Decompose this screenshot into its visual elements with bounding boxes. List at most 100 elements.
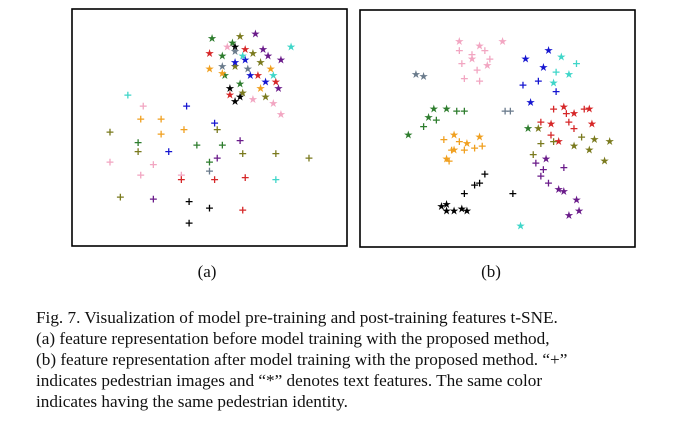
text-feature-point-cyan: ★ <box>286 41 296 54</box>
pedestrian-image-point-pink: + <box>177 169 186 182</box>
figure-caption: Fig. 7. Visualization of model pre-train… <box>36 307 682 412</box>
text-feature-point-black: ★ <box>442 205 452 218</box>
pedestrian-image-point-orange: + <box>447 144 456 157</box>
text-feature-point-pink: ★ <box>498 35 508 48</box>
pedestrian-image-point-pink: + <box>467 48 476 61</box>
pedestrian-image-point-purple: + <box>536 170 545 183</box>
text-feature-point-green: ★ <box>220 69 230 82</box>
text-feature-point-pink: ★ <box>268 97 278 110</box>
pedestrian-image-point-orange: + <box>156 112 165 125</box>
pedestrian-image-point-blue: + <box>182 99 191 112</box>
pedestrian-image-point-purple: + <box>149 193 158 206</box>
text-feature-point-red: ★ <box>569 107 579 120</box>
text-feature-point-black: ★ <box>230 95 240 108</box>
pedestrian-image-point-pink: + <box>105 156 114 169</box>
pedestrian-image-point-red: + <box>580 103 589 116</box>
pedestrian-image-point-red: + <box>241 171 250 184</box>
pedestrian-image-point-orange: + <box>478 139 487 152</box>
pedestrian-image-point-black: + <box>460 187 469 200</box>
text-feature-point-cyan: ★ <box>238 49 248 62</box>
text-feature-point-purple: ★ <box>541 152 551 165</box>
text-feature-point-cyan: ★ <box>516 220 526 233</box>
pedestrian-image-point-blue: + <box>518 79 527 92</box>
text-feature-point-purple: ★ <box>276 54 286 67</box>
text-feature-point-pink: ★ <box>222 41 232 54</box>
pedestrian-image-point-orange: + <box>470 142 479 155</box>
text-feature-point-red: ★ <box>587 118 597 131</box>
text-feature-point-orange: ★ <box>462 137 472 150</box>
text-feature-point-pink: ★ <box>454 35 464 48</box>
pedestrian-image-point-cyan: + <box>271 173 280 186</box>
text-feature-point-green: ★ <box>235 78 245 91</box>
text-feature-point-red: ★ <box>253 69 263 82</box>
text-feature-point-red: ★ <box>240 43 250 56</box>
pedestrian-image-point-pink: + <box>475 74 484 87</box>
text-feature-point-orange: ★ <box>217 67 227 80</box>
text-feature-point-green: ★ <box>523 122 533 135</box>
text-feature-point-gray: ★ <box>217 60 227 73</box>
text-feature-point-blue: ★ <box>526 96 536 109</box>
subplot-a-frame <box>71 8 348 247</box>
text-feature-point-orange: ★ <box>475 131 485 144</box>
text-feature-point-red: ★ <box>205 47 215 60</box>
subplot-a-marks: ★ ★★★★★★★★ ★★★★★ ★★★ ★★★★★★ ★★★★ ★★★ ★★★★★★★★ ★★… <box>105 28 313 230</box>
pedestrian-image-point-gray: + <box>205 164 214 177</box>
text-feature-point-pink: ★ <box>482 59 492 72</box>
pedestrian-image-point-olive: + <box>116 190 125 203</box>
caption-line: indicates pedestrian images and “*” deno… <box>36 371 543 390</box>
text-feature-point-orange: ★ <box>449 129 459 142</box>
pedestrian-image-point-green: + <box>419 120 428 133</box>
pedestrian-image-point-pink: + <box>457 57 466 70</box>
text-feature-point-purple: ★ <box>273 82 283 95</box>
text-feature-point-gray: ★ <box>230 45 240 58</box>
pedestrian-image-point-pink: + <box>480 44 489 57</box>
pedestrian-image-point-red: + <box>562 107 571 120</box>
text-feature-point-black: ★ <box>449 205 459 218</box>
subplot-b: + ++ +++ ++★ ★★ ★★++★★★★+ ++★★★★++★★++++★ ★★★ ★ +… <box>359 9 636 248</box>
pedestrian-image-point-purple: + <box>559 161 568 174</box>
pedestrian-image-point-orange: + <box>439 133 448 146</box>
pedestrian-image-point-black: + <box>184 217 193 230</box>
caption-line: (a) feature representation before model … <box>36 329 550 348</box>
pedestrian-image-point-red: + <box>549 103 558 116</box>
pedestrian-image-point-pink: + <box>139 99 148 112</box>
text-feature-point-pink: ★ <box>475 40 485 53</box>
pedestrian-image-point-green: + <box>452 105 461 118</box>
pedestrian-image-point-red: + <box>238 204 247 217</box>
text-feature-point-olive: ★ <box>248 47 258 60</box>
pedestrian-image-point-cyan: + <box>572 57 581 70</box>
text-feature-point-blue: ★ <box>245 69 255 82</box>
pedestrian-image-point-red: + <box>536 116 545 129</box>
text-feature-point-blue: ★ <box>261 75 271 88</box>
pedestrian-image-point-red: + <box>569 122 578 135</box>
text-feature-point-cyan: ★ <box>268 69 278 82</box>
pedestrian-image-point-olive: + <box>133 145 142 158</box>
text-feature-point-orange: ★ <box>442 152 452 165</box>
pedestrian-image-point-gray: + <box>500 105 509 118</box>
pedestrian-image-point-orange: + <box>444 155 453 168</box>
text-feature-point-olive: ★ <box>256 56 266 69</box>
text-feature-point-olive: ★ <box>569 139 579 152</box>
text-feature-point-green: ★ <box>429 103 439 116</box>
pedestrian-image-point-olive: + <box>536 137 545 150</box>
text-feature-point-purple: ★ <box>572 194 582 207</box>
text-feature-point-cyan: ★ <box>564 68 574 81</box>
text-feature-point-cyan: ★ <box>556 50 566 63</box>
text-feature-point-black: ★ <box>442 198 452 211</box>
caption-line: (b) feature representation after model t… <box>36 350 568 369</box>
pedestrian-image-point-black: + <box>184 195 193 208</box>
subfigure-label-b: (b) <box>481 262 501 281</box>
pedestrian-image-point-olive: + <box>105 125 114 138</box>
pedestrian-image-point-purple: + <box>235 134 244 147</box>
pedestrian-image-point-green: + <box>192 138 201 151</box>
text-feature-point-red: ★ <box>225 88 235 101</box>
text-feature-point-olive: ★ <box>600 155 610 168</box>
text-feature-point-black: ★ <box>230 41 240 54</box>
pedestrian-image-point-purple: + <box>213 151 222 164</box>
pedestrian-image-point-green: + <box>432 113 441 126</box>
pedestrian-image-point-cyan: + <box>123 88 132 101</box>
caption-line: indicates having the same pedestrian ide… <box>36 392 348 411</box>
text-feature-point-black: ★ <box>225 82 235 95</box>
text-feature-point-gray: ★ <box>243 62 253 75</box>
pedestrian-image-point-red: + <box>177 173 186 186</box>
